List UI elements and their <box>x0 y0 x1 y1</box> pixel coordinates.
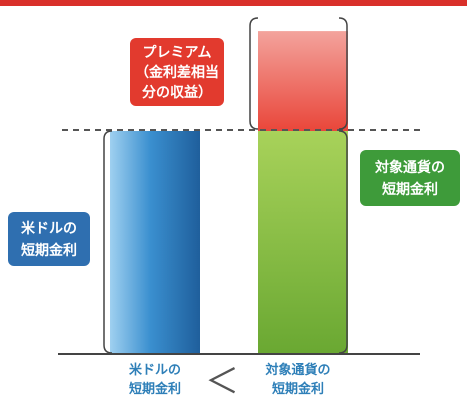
bar-target-rate <box>258 131 348 353</box>
premium-line-2: （金利差相当 <box>135 64 219 81</box>
label-usd-box <box>8 212 90 266</box>
usd-line-2: 短期金利 <box>21 242 77 259</box>
bar-usd-rate <box>110 131 200 353</box>
premium-line-3: 分の収益） <box>142 84 212 101</box>
label-target: 対象通貨の 短期金利 <box>360 150 460 206</box>
x-label-target-2: 短期金利 <box>272 381 324 397</box>
bar-target-premium <box>258 31 348 132</box>
target-line-2: 短期金利 <box>382 181 438 198</box>
top-red-strip <box>0 0 467 6</box>
label-target-box <box>360 150 460 206</box>
usd-bracket <box>103 130 113 354</box>
premium-bracket-right <box>338 17 348 130</box>
target-bracket <box>338 130 348 354</box>
premium-line-1: プレミアム <box>142 45 211 61</box>
compare-sign: ＜ <box>205 362 239 400</box>
x-label-usd-2: 短期金利 <box>129 381 181 397</box>
bars-group <box>110 31 348 353</box>
target-line-1: 対象通貨の <box>374 159 445 176</box>
label-usd: 米ドルの 短期金利 <box>8 212 90 266</box>
label-premium-box <box>130 38 224 106</box>
x-label-usd-1: 米ドルの <box>129 362 181 378</box>
premium-bracket <box>249 17 259 130</box>
usd-line-1: 米ドルの <box>21 220 77 237</box>
x-label-target-1: 対象通貨の <box>264 362 330 378</box>
label-premium: プレミアム （金利差相当 分の収益） <box>130 38 224 106</box>
